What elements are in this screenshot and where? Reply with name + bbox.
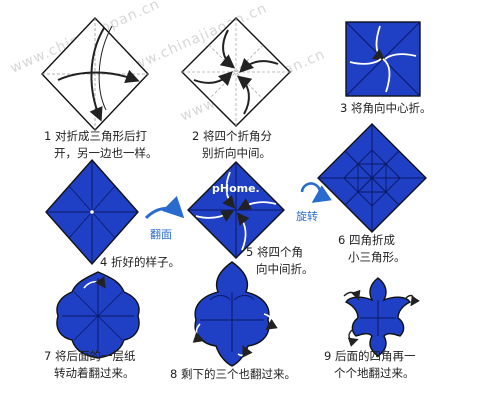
step-8-caption: 8 剩下的三个也翻过来。: [170, 367, 296, 381]
step-9-caption: 9 后面的四角再一 个个地翻过来。: [324, 349, 416, 380]
step-5-caption: 5 将四个角 向中间折。: [246, 245, 314, 276]
flip-label: 翻面: [150, 228, 172, 241]
step-5-figure: [187, 161, 285, 259]
rotate-arrow-icon: [300, 182, 332, 203]
step-1-figure: [41, 16, 149, 132]
overlay-logo-text: pHome.: [212, 182, 260, 195]
step-4-caption: 4 折好的样子。: [100, 255, 180, 269]
rotate-label: 旋转: [296, 210, 318, 223]
step-8-figure: [192, 261, 278, 367]
step-7-caption: 7 将后面的一层纸 转动着翻过来。: [44, 349, 136, 380]
step-4-figure: [45, 158, 139, 266]
step-9-figure: [343, 277, 420, 357]
step-6-caption: 6 四角折成 小三角形。: [338, 233, 406, 264]
step-2-figure: [181, 17, 291, 127]
step-1-caption: 1 对折成三角形后打 开，另一边也一样。: [44, 129, 158, 160]
step-7-figure: [56, 271, 140, 359]
step-6-figure: [317, 123, 427, 233]
flip-arrow-icon: [144, 195, 185, 220]
step-2-caption: 2 将四个折角分 别折向中间。: [192, 129, 272, 160]
step-3-figure: [345, 21, 421, 97]
step-3-caption: 3 将角向中心折。: [340, 101, 432, 115]
